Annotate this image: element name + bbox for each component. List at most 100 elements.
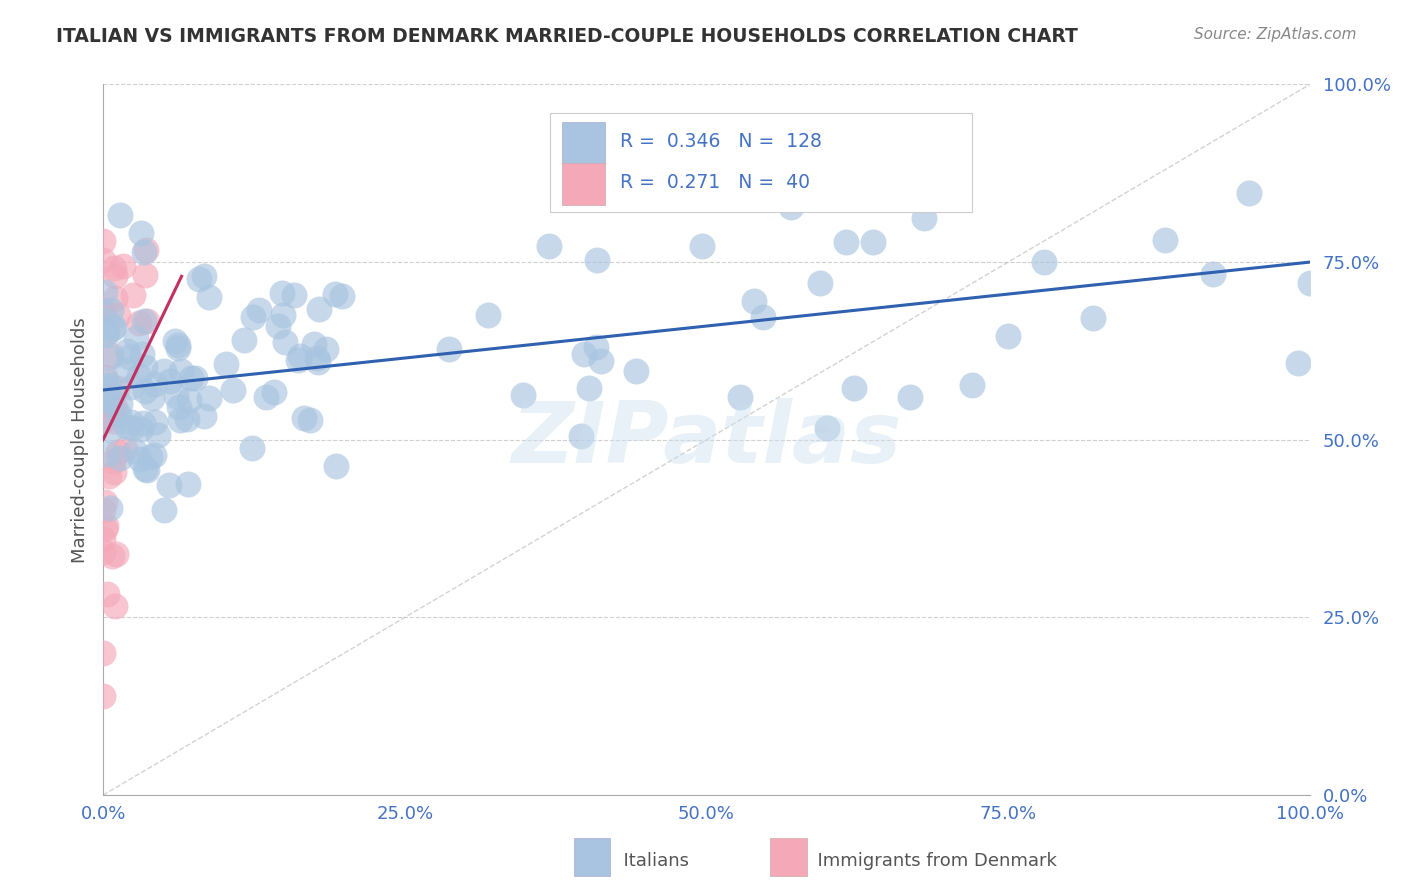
Point	[960, 378, 983, 392]
Point	[94, 495, 117, 509]
Point	[98, 500, 121, 515]
Point	[120, 380, 142, 394]
Point	[249, 302, 271, 317]
Point	[1202, 267, 1225, 281]
Point	[834, 235, 856, 249]
Text: R =  0.346   N =  128: R = 0.346 N = 128	[620, 132, 821, 151]
Point	[103, 321, 125, 335]
Point	[815, 421, 838, 435]
Point	[180, 371, 202, 385]
Point	[146, 428, 169, 442]
Point	[129, 422, 152, 436]
Point	[323, 287, 346, 301]
Point	[104, 269, 127, 284]
Point	[825, 181, 848, 195]
Point	[103, 465, 125, 479]
Point	[166, 341, 188, 355]
Point	[128, 452, 150, 467]
Point	[103, 261, 125, 276]
Point	[271, 308, 294, 322]
Point	[104, 599, 127, 614]
Point	[167, 400, 190, 414]
Point	[177, 477, 200, 491]
Point	[752, 310, 775, 324]
Point	[578, 381, 600, 395]
Point	[197, 391, 219, 405]
Point	[240, 441, 263, 455]
Point	[98, 350, 121, 364]
Point	[100, 302, 122, 317]
Point	[101, 549, 124, 563]
Point	[136, 463, 159, 477]
Point	[177, 392, 200, 407]
Point	[91, 689, 114, 703]
Point	[197, 290, 219, 304]
Point	[139, 450, 162, 465]
Point	[256, 391, 278, 405]
Point	[134, 462, 156, 476]
Point	[157, 478, 180, 492]
Point	[437, 342, 460, 356]
Point	[108, 208, 131, 222]
Point	[96, 314, 118, 328]
Point	[103, 454, 125, 468]
Point	[569, 429, 592, 443]
Point	[94, 328, 117, 343]
Point	[125, 331, 148, 345]
Point	[96, 587, 118, 601]
Text: ZIPatlas: ZIPatlas	[512, 398, 901, 482]
Point	[134, 360, 156, 375]
Point	[143, 448, 166, 462]
Point	[308, 302, 330, 317]
Point	[132, 417, 155, 431]
Point	[121, 420, 143, 434]
Point	[1286, 356, 1309, 370]
Point	[169, 364, 191, 378]
Point	[912, 211, 935, 226]
Point	[299, 413, 322, 427]
Point	[93, 285, 115, 300]
Point	[274, 335, 297, 350]
Point	[103, 320, 125, 334]
Point	[114, 363, 136, 377]
Point	[215, 357, 238, 371]
Point	[305, 351, 328, 366]
Point	[585, 340, 607, 354]
Point	[105, 381, 128, 395]
Point	[91, 302, 114, 317]
Point	[122, 288, 145, 302]
Point	[115, 420, 138, 434]
Point	[167, 338, 190, 352]
Point	[302, 337, 325, 351]
Point	[100, 392, 122, 407]
Point	[165, 389, 187, 403]
Point	[107, 309, 129, 323]
Point	[1033, 255, 1056, 269]
Point	[108, 409, 131, 423]
FancyBboxPatch shape	[550, 113, 972, 212]
Point	[242, 310, 264, 325]
Point	[96, 324, 118, 338]
Point	[91, 503, 114, 517]
Text: Immigrants from Denmark: Immigrants from Denmark	[806, 852, 1056, 870]
Point	[288, 349, 311, 363]
Point	[692, 238, 714, 252]
Point	[193, 409, 215, 424]
Point	[141, 392, 163, 406]
Point	[91, 646, 114, 660]
Point	[232, 333, 254, 347]
Point	[117, 343, 139, 358]
Point	[104, 401, 127, 415]
Point	[267, 319, 290, 334]
Point	[100, 347, 122, 361]
Point	[94, 392, 117, 406]
Point	[928, 176, 950, 190]
Point	[626, 364, 648, 378]
Point	[112, 259, 135, 273]
Point	[114, 442, 136, 456]
Point	[287, 352, 309, 367]
Point	[1299, 276, 1322, 290]
Point	[134, 268, 156, 283]
Point	[131, 346, 153, 360]
Point	[91, 411, 114, 425]
